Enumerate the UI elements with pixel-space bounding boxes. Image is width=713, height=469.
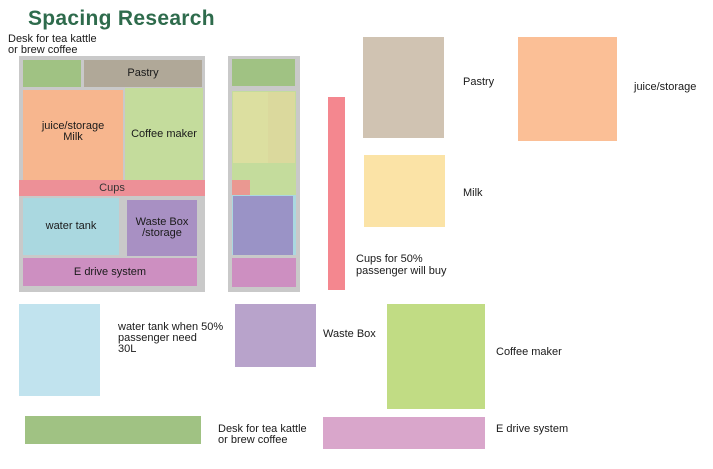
- waste-box-label: Waste Box: [323, 328, 376, 340]
- left-cups-block: Cups: [19, 180, 205, 196]
- middle-milk-overlay-block: [233, 92, 295, 163]
- milk-swatch: [364, 155, 445, 227]
- middle-pastry-overlay-block: [268, 92, 295, 163]
- e-drive-swatch: [323, 417, 485, 449]
- left-waste-box-block: Waste Box /storage: [127, 200, 197, 256]
- e-drive-label: E drive system: [496, 423, 569, 435]
- middle-cups-block: [232, 180, 250, 198]
- cups-swatch: [328, 97, 345, 290]
- pastry-label: Pastry: [463, 76, 495, 88]
- coffee-maker-swatch: [387, 304, 485, 409]
- left-e-drive-block: E drive system: [23, 258, 197, 286]
- middle-waste-block: [233, 196, 293, 255]
- left-water-tank-block: water tank: [23, 198, 119, 255]
- middle-e-drive-block: [232, 258, 296, 287]
- desk-label: Desk for tea kattle or brew coffee: [218, 423, 307, 446]
- water-tank-label: water tank when 50% passenger need 30L: [118, 321, 224, 355]
- waste-box-swatch: [235, 304, 316, 367]
- desk-swatch: [25, 416, 201, 444]
- water-tank-swatch: [19, 304, 100, 396]
- middle-desk-block: [232, 59, 295, 86]
- coffee-maker-label: Coffee maker: [496, 346, 562, 358]
- cups-label: Cups for 50% passenger will buy: [356, 253, 447, 277]
- left-pastry-block: Pastry: [84, 60, 202, 87]
- desk-caption: Desk for tea kattle or brew coffee: [8, 33, 97, 56]
- milk-label: Milk: [463, 187, 483, 199]
- page-title: Spacing Research: [28, 7, 215, 30]
- juice-storage-label: juice/storage: [634, 81, 697, 93]
- middle-coffee-base-block: [232, 91, 296, 195]
- juice-storage-swatch: [518, 37, 617, 141]
- pastry-swatch: [363, 37, 444, 138]
- left-coffee-maker-block: Coffee maker: [125, 88, 203, 180]
- left-desk-block: [23, 60, 81, 87]
- left-juice-milk-block: juice/storage Milk: [23, 90, 123, 180]
